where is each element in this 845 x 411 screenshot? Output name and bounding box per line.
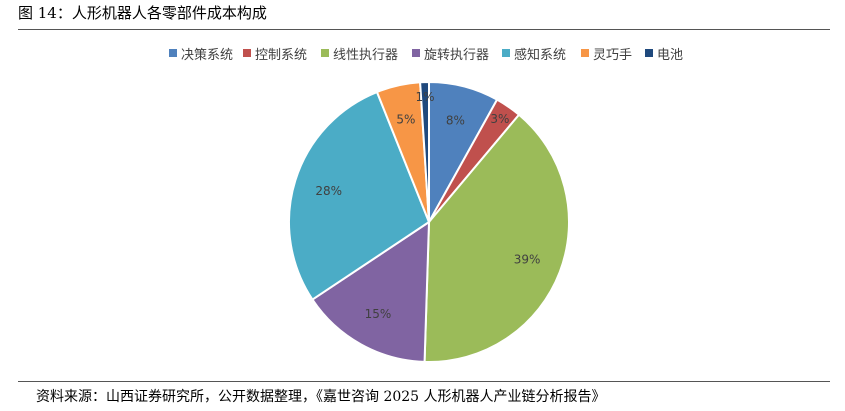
legend-label: 控制系统 [255,47,308,63]
source-note: 资料来源：山西证券研究所，公开数据整理，《嘉世咨询 2025 人形机器人产业链分… [36,389,606,405]
legend-item-dexterous-hand: 灵巧手 [581,43,632,63]
legend-item-perception: 感知系统 [502,43,566,63]
data-label-perception: 28% [315,184,342,198]
pie-chart: 8% 3% 39% 15% 28% 5%1% [288,80,570,363]
legend-swatch [645,49,653,57]
legend-item-rotary-actuator: 旋转执行器 [412,43,489,63]
pie-slice-battery [419,80,430,223]
bottom-rule [18,381,830,382]
pie-slice-linear-actuator [423,113,570,363]
legend-item-decision: 决策系统 [169,43,233,63]
chart-legend: 决策系统 控制系统 线性执行器 旋转执行器 感知系统 灵巧手 电池 [0,43,845,63]
top-rule [18,29,830,30]
legend-swatch [243,49,251,57]
legend-label: 决策系统 [181,47,234,63]
legend-item-control: 控制系统 [243,43,307,63]
legend-item-battery: 电池 [645,43,683,63]
legend-item-linear-actuator: 线性执行器 [321,43,398,63]
legend-swatch [321,49,329,57]
data-label-control: 3% [490,112,509,126]
pie-slices [288,80,570,363]
pie-slice-rotary-actuator [311,220,431,363]
legend-label: 旋转执行器 [424,47,490,63]
legend-swatch [502,49,510,57]
data-label-battery: 1% [415,90,434,104]
legend-label: 灵巧手 [593,47,633,63]
legend-label: 电池 [657,47,684,63]
legend-swatch [412,49,420,57]
figure-title: 图 14：人形机器人各零部件成本构成 [18,4,267,22]
pie-slice-perception [288,90,431,301]
pie-data-labels: 8% 3% 39% 15% 28% 5%1% [315,90,540,321]
data-label-dexterous-hand: 5% [396,113,415,127]
legend-label: 感知系统 [514,47,567,63]
data-label-decision: 8% [446,113,465,127]
data-label-rotary-actuator: 15% [365,307,392,321]
legend-swatch [169,49,177,57]
legend-swatch [581,49,589,57]
data-label-linear-actuator: 39% [514,253,541,267]
legend-label: 线性执行器 [333,47,399,63]
